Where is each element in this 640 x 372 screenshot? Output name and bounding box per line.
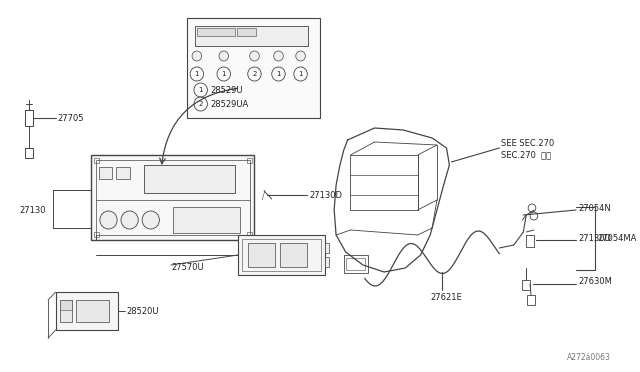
- Bar: [247, 158, 252, 163]
- Bar: [92, 155, 255, 240]
- Bar: [94, 158, 99, 163]
- Bar: [324, 243, 330, 253]
- Circle shape: [219, 51, 228, 61]
- Bar: [25, 110, 33, 126]
- Circle shape: [142, 211, 159, 229]
- Bar: [61, 300, 72, 310]
- Text: 28529U: 28529U: [211, 86, 243, 94]
- Bar: [76, 300, 109, 322]
- Bar: [56, 292, 118, 330]
- Text: 27570U: 27570U: [171, 263, 204, 273]
- Bar: [527, 295, 535, 305]
- Bar: [144, 165, 236, 193]
- Circle shape: [100, 211, 117, 229]
- Text: 27054N: 27054N: [578, 203, 611, 212]
- Bar: [351, 155, 418, 210]
- Bar: [99, 167, 113, 179]
- Bar: [195, 26, 308, 46]
- Bar: [96, 160, 250, 235]
- Bar: [188, 18, 320, 118]
- Bar: [197, 28, 236, 36]
- Bar: [116, 167, 130, 179]
- Text: 27130: 27130: [19, 205, 45, 215]
- Text: A272á0063: A272á0063: [566, 353, 611, 362]
- Text: 1: 1: [298, 71, 303, 77]
- Bar: [238, 235, 324, 275]
- Text: 27054MA: 27054MA: [597, 234, 637, 243]
- Bar: [526, 235, 534, 247]
- Bar: [242, 239, 321, 271]
- Text: SEE SEC.270: SEE SEC.270: [501, 138, 554, 148]
- Text: 1: 1: [221, 71, 226, 77]
- Text: 27705: 27705: [58, 113, 84, 122]
- Bar: [248, 243, 275, 267]
- Circle shape: [274, 51, 284, 61]
- Bar: [247, 232, 252, 237]
- Bar: [344, 255, 368, 273]
- Circle shape: [121, 211, 138, 229]
- Bar: [324, 257, 330, 267]
- Text: 1: 1: [195, 71, 199, 77]
- Bar: [280, 243, 307, 267]
- Bar: [346, 258, 365, 270]
- Text: SEC.270  参図: SEC.270 参図: [501, 151, 552, 160]
- Text: 27630M: 27630M: [578, 278, 612, 286]
- Bar: [522, 280, 530, 290]
- Circle shape: [296, 51, 305, 61]
- Bar: [61, 300, 72, 322]
- Text: 2: 2: [198, 101, 203, 107]
- Text: 28529UA: 28529UA: [211, 99, 248, 109]
- Circle shape: [192, 51, 202, 61]
- Bar: [237, 28, 257, 36]
- Text: 27130D: 27130D: [309, 190, 342, 199]
- Text: 1: 1: [198, 87, 203, 93]
- Bar: [94, 232, 99, 237]
- Text: 28520U: 28520U: [127, 307, 159, 315]
- Text: 2: 2: [252, 71, 257, 77]
- Circle shape: [250, 51, 259, 61]
- Text: 27621E: 27621E: [430, 292, 462, 301]
- Bar: [25, 148, 33, 158]
- Text: 27130D: 27130D: [578, 234, 611, 243]
- Bar: [173, 207, 240, 233]
- Text: 1: 1: [276, 71, 281, 77]
